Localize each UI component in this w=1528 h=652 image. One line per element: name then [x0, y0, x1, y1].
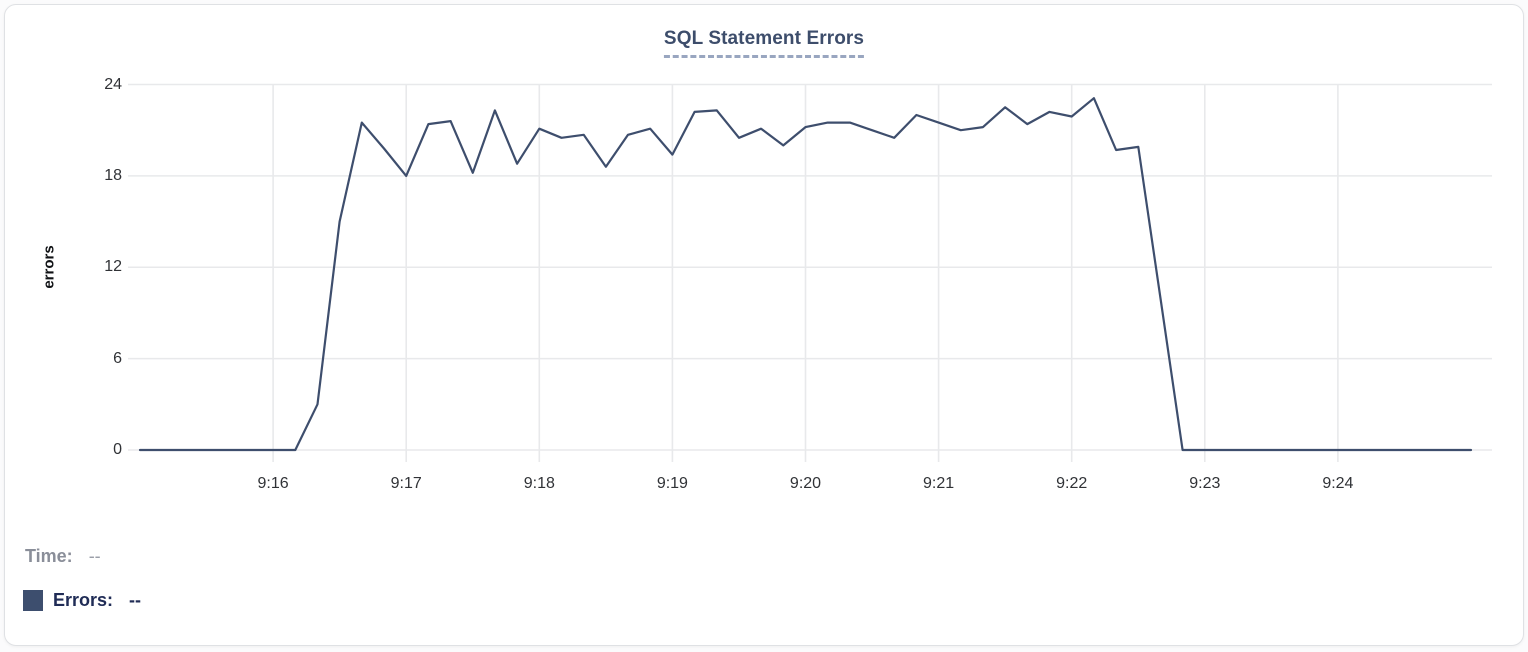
x-axis-tick-label: 9:20	[789, 475, 822, 492]
x-axis-tick-label: 9:19	[656, 475, 688, 492]
x-axis-tick-label: 9:22	[1056, 475, 1088, 492]
x-axis-tick-label: 9:24	[1322, 475, 1354, 492]
x-axis-tick-label: 9:23	[1189, 475, 1221, 492]
x-axis-tick-label: 9:18	[523, 475, 555, 492]
x-axis-tick-label: 9:21	[923, 475, 955, 492]
y-axis-tick-label: 6	[113, 349, 122, 367]
x-axis-tick-label: 9:16	[257, 475, 289, 492]
legend-item-errors[interactable]: Errors: --	[23, 590, 141, 611]
y-axis-tick-label: 24	[104, 75, 122, 93]
gridlines	[128, 83, 1492, 462]
y-axis-tick-label: 18	[104, 166, 122, 184]
errors-series-swatch-icon	[23, 590, 43, 611]
chart-title[interactable]: SQL Statement Errors	[663, 28, 865, 58]
chart-card	[4, 4, 1524, 646]
chart-plot-area[interactable]	[0, 0, 1528, 512]
legend-errors-label: Errors:	[53, 590, 114, 610]
y-axis-tick-label: 0	[113, 441, 122, 458]
x-axis-tick-label: 9:17	[390, 475, 422, 492]
legend-time-value: --	[88, 546, 101, 566]
legend-errors-value: --	[129, 590, 142, 610]
y-axis-tick-label: 12	[104, 258, 122, 276]
y-axis-title: errors	[40, 245, 58, 289]
legend-time-label: Time:	[25, 546, 73, 566]
legend-item-time: Time: --	[25, 546, 101, 567]
errors-line-series	[138, 97, 1473, 452]
